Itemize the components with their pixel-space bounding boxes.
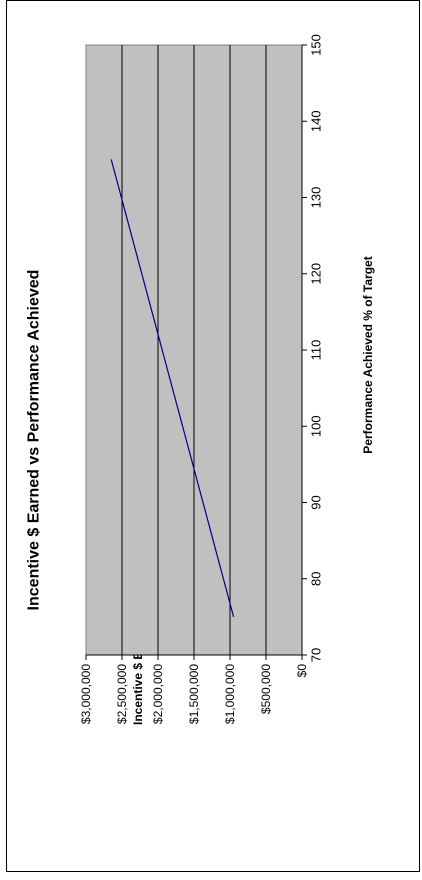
- x-tick-label: 100: [309, 415, 324, 437]
- x-tick-label: 70: [309, 648, 324, 662]
- y-tick-label: $2,000,000: [151, 664, 165, 724]
- chart-title: Incentive $ Earned vs Performance Achiev…: [26, 270, 43, 611]
- y-tick-label: $2,500,000: [115, 664, 129, 724]
- y-tick-label: $3,000,000: [79, 664, 93, 724]
- y-tick-label: $1,500,000: [187, 664, 201, 724]
- x-tick-label: 120: [309, 263, 324, 285]
- x-tick-label: 150: [309, 34, 324, 56]
- y-tick-label: $1,000,000: [223, 664, 237, 724]
- x-tick-label: 90: [309, 495, 324, 509]
- x-tick-label: 80: [309, 572, 324, 586]
- y-tick-label: $500,000: [259, 664, 273, 714]
- x-axis-label: Performance Achieved % of Target: [361, 256, 375, 453]
- y-tick-label: $0: [295, 664, 309, 678]
- series-line: [110, 159, 235, 618]
- x-tick-label: 110: [309, 340, 324, 361]
- x-tick-label: 140: [309, 110, 324, 132]
- x-tick-label: 130: [309, 187, 324, 209]
